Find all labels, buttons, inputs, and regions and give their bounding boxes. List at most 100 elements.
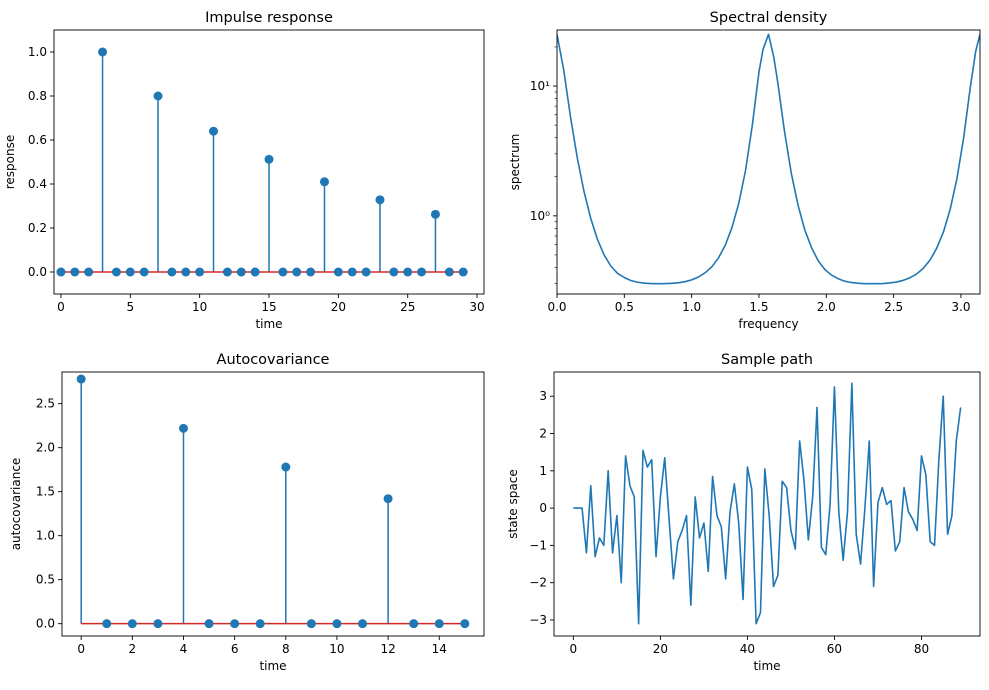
- stem-marker: [167, 267, 177, 277]
- x-tick-label: 40: [740, 642, 755, 656]
- stem-marker: [278, 267, 288, 277]
- stem-marker: [306, 267, 316, 277]
- plot-area: [76, 374, 470, 629]
- y-tick-label: 2.5: [36, 397, 55, 411]
- x-tick-label: 0: [57, 300, 65, 314]
- stem-marker: [333, 267, 343, 277]
- stem-marker: [153, 619, 163, 629]
- stem-marker: [281, 462, 291, 472]
- chart-title: Spectral density: [710, 10, 828, 26]
- y-tick-label: 1.5: [36, 485, 55, 499]
- stem-marker: [417, 267, 427, 277]
- stem-marker: [409, 619, 419, 629]
- y-tick-label: 0.0: [36, 617, 55, 631]
- y-tick-label: 0.5: [36, 573, 55, 587]
- chart-title: Sample path: [721, 352, 813, 368]
- axes-frame: [553, 371, 981, 637]
- y-tick-label: 1.0: [28, 45, 47, 59]
- spectral-density-chart: 0.0 0.5 1.0 1.5 2.0 2.5 3.0 10⁰ 10¹ Spectral dens…: [508, 10, 981, 331]
- stem-marker: [250, 267, 260, 277]
- x-tick-label: 4: [180, 642, 188, 656]
- x-tick-label: 0.5: [615, 300, 634, 314]
- impulse-response-chart: 0 5 10 15 20 25 30 0.0 0.2 0.4 0.6 0.8 1.0 Impulse re…: [3, 10, 485, 331]
- y-tick-label: −3: [529, 613, 547, 627]
- x-tick-label: 30: [469, 300, 484, 314]
- y-tick-label: 0.8: [28, 89, 47, 103]
- x-tick-label: 8: [282, 642, 290, 656]
- y-axis-label: autocovariance: [9, 458, 23, 551]
- stem-marker: [102, 619, 112, 629]
- stem-marker: [204, 619, 214, 629]
- stem-marker: [153, 91, 163, 101]
- stem-marker: [98, 47, 108, 57]
- stem-marker: [444, 267, 454, 277]
- stem-marker: [292, 267, 302, 277]
- stem-marker: [178, 423, 188, 433]
- stem-marker: [383, 494, 393, 504]
- x-tick-label: 2.5: [884, 300, 903, 314]
- stem-marker: [236, 267, 246, 277]
- x-tick-label: 6: [231, 642, 239, 656]
- stem-marker: [76, 374, 86, 384]
- series-line: [573, 382, 962, 625]
- stem-marker: [358, 619, 368, 629]
- plot-area: [56, 47, 468, 277]
- stem-marker: [222, 267, 232, 277]
- stem-marker: [375, 195, 385, 205]
- stem-marker: [319, 177, 329, 187]
- stem-marker: [458, 267, 468, 277]
- x-tick-label: 1.5: [749, 300, 768, 314]
- stem-marker: [125, 267, 135, 277]
- x-tick-label: 12: [380, 642, 395, 656]
- stem-marker: [127, 619, 137, 629]
- y-axis-label: response: [3, 135, 17, 190]
- axes-frame: [556, 29, 981, 295]
- x-axis-label: time: [753, 659, 780, 673]
- x-tick-label: 3.0: [951, 300, 970, 314]
- x-axis-label: frequency: [738, 317, 798, 331]
- stem-marker: [361, 267, 371, 277]
- stem-marker: [181, 267, 191, 277]
- stem-marker: [430, 209, 440, 219]
- stem-marker: [230, 619, 240, 629]
- stem-marker: [84, 267, 94, 277]
- chart-title: Impulse response: [205, 10, 333, 26]
- x-tick-label: 15: [261, 300, 276, 314]
- stem-marker: [70, 267, 80, 277]
- x-tick-label: 0.0: [547, 300, 566, 314]
- y-tick-label: 3: [539, 389, 547, 403]
- x-tick-label: 10: [192, 300, 207, 314]
- y-tick-label: 1.0: [36, 529, 55, 543]
- plot-area: [557, 33, 980, 285]
- stem-marker: [56, 267, 66, 277]
- stem-marker: [255, 619, 265, 629]
- y-tick-label: 10¹: [530, 79, 550, 93]
- stem-marker: [332, 619, 342, 629]
- x-tick-label: 25: [400, 300, 415, 314]
- stem-marker: [139, 267, 149, 277]
- x-tick-label: 2: [129, 642, 137, 656]
- autocovariance-chart: 0 2 4 6 8 10 12 14 0.0 0.5 1.0 1.5 2.0 2.5 Autocovaria…: [9, 352, 485, 673]
- y-tick-label: 2.0: [36, 441, 55, 455]
- x-axis-label: time: [255, 317, 282, 331]
- x-tick-label: 0: [570, 642, 578, 656]
- x-tick-label: 1.0: [682, 300, 701, 314]
- y-axis-label: state space: [506, 469, 520, 538]
- y-tick-label: 1: [539, 464, 547, 478]
- y-tick-label: −2: [529, 576, 547, 590]
- y-tick-label: 2: [539, 427, 547, 441]
- stem-marker: [306, 619, 316, 629]
- stem-marker: [264, 154, 274, 164]
- y-tick-label: 0.6: [28, 133, 47, 147]
- stem-marker: [389, 267, 399, 277]
- stem-marker: [195, 267, 205, 277]
- axes-frame: [61, 371, 485, 637]
- stem-marker: [209, 126, 219, 136]
- x-tick-label: 10: [329, 642, 344, 656]
- stem-marker: [403, 267, 413, 277]
- y-tick-label: 0: [539, 501, 547, 515]
- y-tick-label: 0.0: [28, 265, 47, 279]
- stem-marker: [347, 267, 357, 277]
- y-tick-label: −1: [529, 538, 547, 552]
